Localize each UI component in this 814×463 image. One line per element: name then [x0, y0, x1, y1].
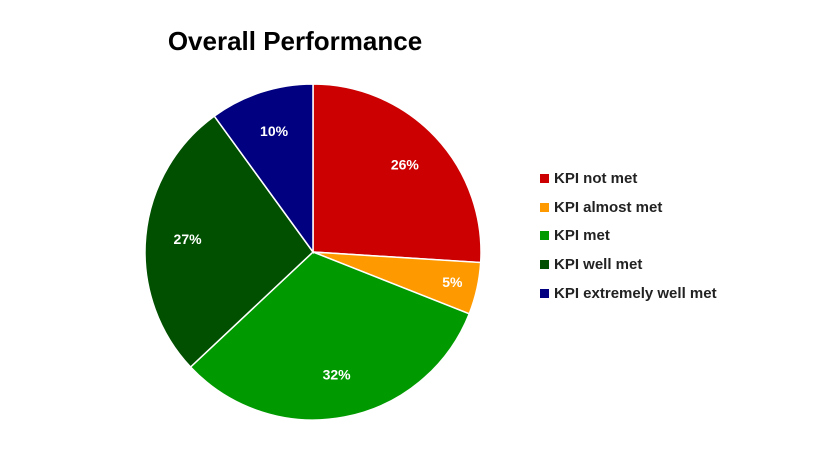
legend-item-1: KPI almost met — [540, 193, 717, 222]
slice-label-3: 27% — [174, 231, 203, 247]
legend: KPI not met KPI almost met KPI met KPI well… — [540, 164, 717, 307]
legend-item-4: KPI extremely well met — [540, 279, 717, 308]
chart-title: Overall Performance — [167, 26, 423, 56]
legend-label: KPI extremely well met — [554, 284, 717, 302]
legend-swatch — [540, 231, 549, 241]
slice-label-2: 32% — [323, 366, 352, 382]
slice-label-1: 5% — [442, 274, 463, 290]
legend-label: KPI well met — [554, 255, 643, 273]
legend-swatch — [540, 288, 549, 298]
slice-label-4: 10% — [260, 123, 289, 139]
legend-item-0: KPI not met — [540, 164, 717, 193]
slice-label-0: 26% — [391, 156, 420, 172]
legend-label: KPI not met — [554, 169, 638, 187]
pie-slice-3 — [144, 115, 314, 369]
legend-item-3: KPI well met — [540, 250, 717, 279]
legend-swatch — [540, 259, 549, 269]
legend-item-2: KPI met — [540, 221, 717, 250]
pie-slice-4 — [213, 83, 314, 255]
legend-swatch — [540, 202, 549, 212]
legend-label: KPI almost met — [554, 198, 663, 216]
legend-label: KPI met — [554, 227, 610, 245]
legend-swatch — [540, 173, 549, 183]
pie-slice-0 — [312, 83, 482, 264]
pie-slice-2 — [189, 251, 471, 421]
